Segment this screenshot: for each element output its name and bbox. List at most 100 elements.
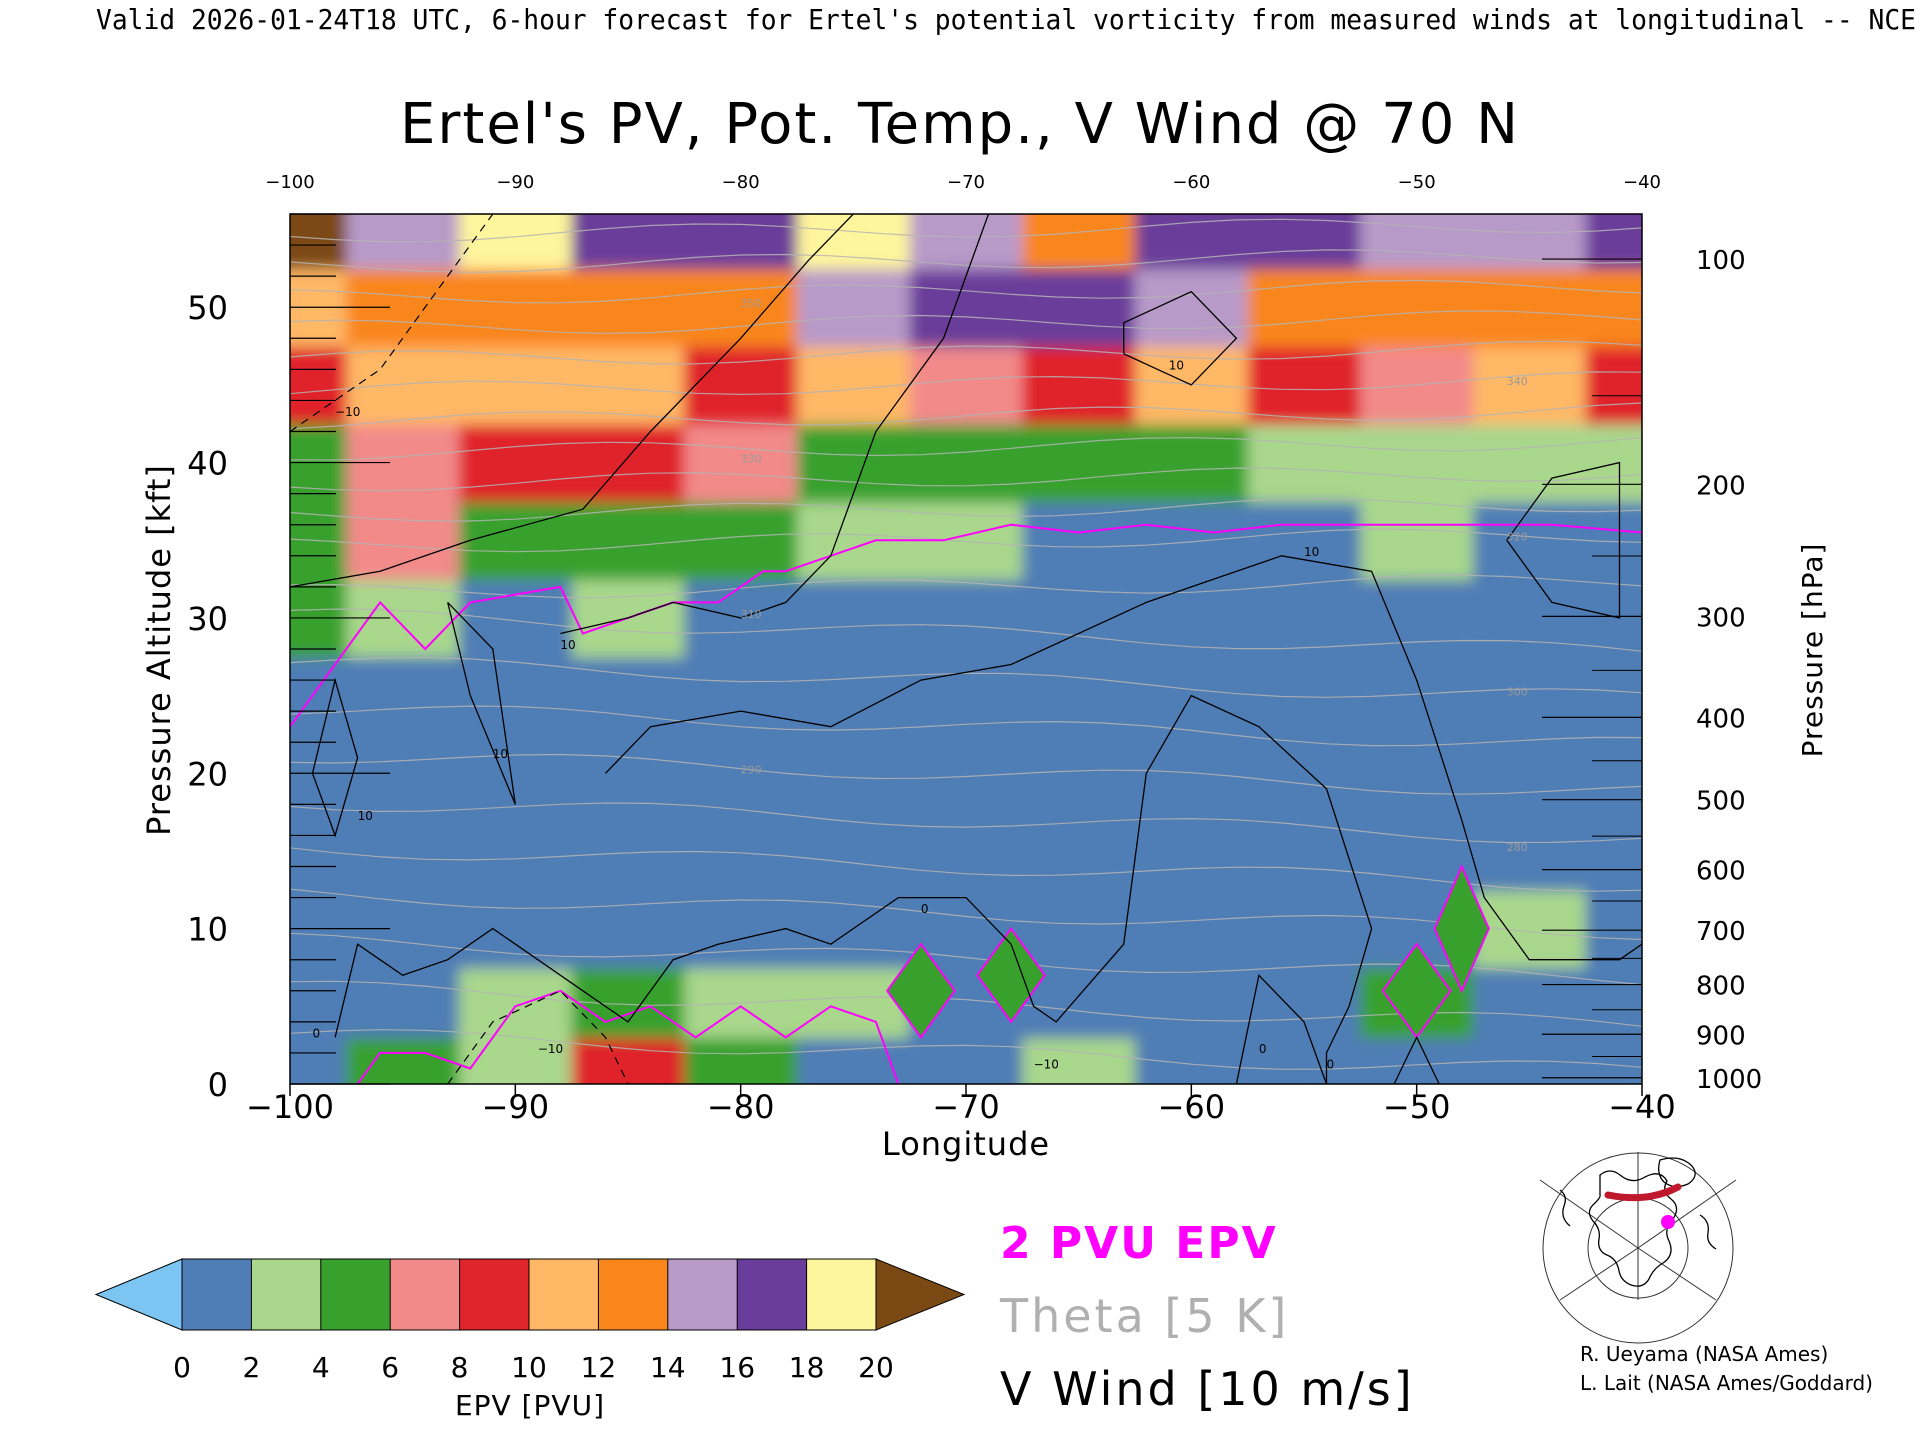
heatmap-cell [1022,889,1136,969]
vwind-line [1123,290,1238,386]
heatmap-cell [1585,889,1642,969]
vwind-label: 0 [921,902,929,916]
heatmap-cell [1360,423,1474,503]
vwind-line [1506,461,1621,619]
heatmap-cell [684,501,798,581]
y-tick-label: 0 [208,1066,228,1104]
heatmap-cell [1247,734,1362,814]
top-tick-label: −50 [1398,172,1436,193]
heatmap-cell [1247,967,1362,1039]
contour-labels: 10 10 10 10 10 0 0 0 0 −10 −10 −10 350 340 330 320 310 30… [313,297,1528,1071]
top-tick-label: −70 [947,172,985,193]
pv2-blob [885,942,956,1040]
theta-line [290,608,1642,652]
vwind-label: 0 [313,1026,321,1040]
heatmap-cell [459,268,573,348]
pressure-tick-label: 400 [1696,704,1746,734]
heatmap-cell [290,346,348,425]
top-tick-label: −100 [265,172,314,193]
heatmap-cell [1473,812,1587,891]
heatmap-cell [459,734,573,814]
heatmap-cell [346,346,460,425]
y-tick-label: 20 [187,755,228,793]
colorbar-tick-label: 4 [312,1351,330,1384]
colorbar-segment [667,1258,739,1331]
vwind-label: −10 [538,1042,563,1056]
heatmap-cell [346,656,460,736]
heatmap-cell [684,889,798,969]
heatmap-cell [571,346,686,425]
legend: 2 PVU EPV Theta [5 K] V Wind [10 m/s] [999,1218,1412,1416]
pressure-tick-label: 900 [1696,1021,1746,1051]
y-tick-label: 50 [187,289,228,327]
map-marker [1661,1215,1675,1229]
heatmap-cell [909,268,1024,348]
pv2-blob [1433,863,1490,994]
heatmap-cell [1473,423,1587,503]
vwind-label: 0 [1327,1057,1335,1071]
epv-heatmap [290,214,1642,1084]
y-tick-label: 30 [187,600,228,638]
vwind-label: 0 [1259,1042,1267,1056]
pressure-tick-label: 200 [1696,471,1746,501]
heatmap-cell [1022,268,1136,348]
vwind-label: 10 [493,747,508,761]
x-tick-label: −90 [482,1088,550,1126]
colorbar-segment [320,1258,392,1331]
heatmap-cell [909,214,1024,270]
vwind-label: 10 [560,638,575,652]
locator-map [1539,1152,1737,1344]
vwind-line [1235,973,1328,1084]
heatmap-cell [1473,579,1587,658]
heatmap-cell [459,967,573,1039]
heatmap-cell [1360,734,1474,814]
heatmap-cell [1247,889,1362,969]
heatmap-cell [1585,579,1642,658]
colorbar-tick-label: 2 [242,1351,260,1384]
pv2-blob [1381,942,1452,1040]
vwind-label: −10 [1034,1057,1059,1071]
heatmap-cell [346,501,460,581]
colorbar-under-arrow [94,1258,183,1331]
colorbar-tick-label: 12 [581,1351,617,1384]
heatmap-cell [1585,268,1642,348]
theta-label: 300 [1507,686,1528,699]
theta-line [290,656,1642,698]
colorbar-segment [528,1258,600,1331]
y-axis-label: Pressure Altitude [kft] [140,464,178,836]
heatmap-cell [1022,812,1136,891]
heatmap-cell [1585,812,1642,891]
heatmap-cell [797,423,911,503]
top-axis: −100 −90 −80 −70 −60 −50 −40 [265,172,1661,193]
heatmap-cell [346,214,460,270]
heatmap-cell [1360,1037,1474,1084]
vwind-contours [290,214,1642,1084]
y-axis-kft: 0 10 20 30 40 50 [187,213,390,1104]
legend-theta: Theta [5 K] [999,1289,1289,1343]
colorbar-label: EPV [PVU] [455,1389,605,1422]
theta-line [290,467,1642,492]
x-tick-label: −100 [246,1088,334,1126]
theta-line [290,436,1642,461]
heatmap-cell [909,346,1024,425]
heatmap-cell [684,346,798,425]
colorbar-tick-label: 6 [381,1351,399,1384]
colorbar-over-arrow [875,1258,966,1331]
legend-pv2: 2 PVU EPV [1000,1218,1278,1269]
top-tick-label: −90 [496,172,534,193]
heatmap-cell [684,268,798,348]
theta-label: 350 [741,297,762,310]
heatmap-cell [1247,501,1362,581]
valid-line: Valid 2026-01-24T18 UTC, 6-hour forecast… [96,3,1916,36]
heatmap-cell [459,501,573,581]
map-coastlines [1559,1157,1717,1287]
heatmap-cell [459,214,573,270]
heatmap-cell [684,656,798,736]
y-axis-pressure: 100 200 300 400 500 600 700 800 900 1000 [1696,246,1762,1095]
heatmap-cell [459,579,573,658]
x-tick-label: −80 [707,1088,775,1126]
colorbar-segment [250,1258,322,1331]
heatmap-cell [1247,268,1362,348]
pressure-tick-label: 300 [1696,603,1746,633]
heatmap-cell [1473,501,1587,581]
